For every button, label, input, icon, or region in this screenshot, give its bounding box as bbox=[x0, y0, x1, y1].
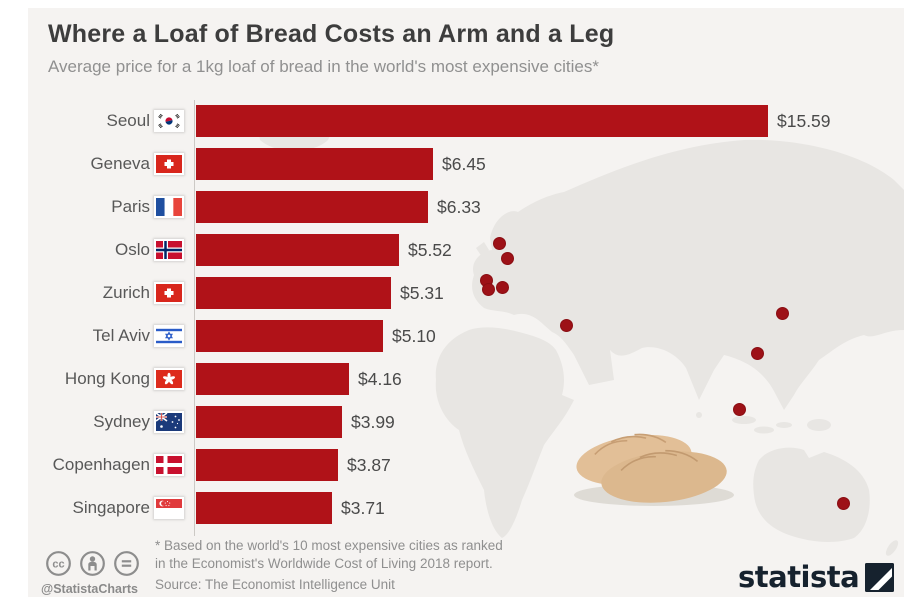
map-dot-singapore bbox=[732, 402, 746, 416]
map-dot-zurich bbox=[495, 280, 509, 294]
price-value-label: $6.45 bbox=[442, 154, 486, 174]
map-new-guinea bbox=[807, 419, 831, 431]
price-bar bbox=[196, 277, 391, 309]
price-bar bbox=[196, 363, 349, 395]
france-flag-icon bbox=[156, 198, 182, 216]
bar-row: Paris $6.33 bbox=[0, 191, 904, 223]
price-bar bbox=[196, 234, 399, 266]
price-value-label: $6.33 bbox=[437, 197, 481, 217]
map-dot-copenhagen bbox=[500, 251, 514, 265]
denmark-flag-icon bbox=[156, 456, 182, 474]
hong-kong-flag-icon bbox=[156, 370, 182, 388]
map-eurasia bbox=[472, 139, 904, 411]
norway-flag-icon bbox=[156, 241, 182, 259]
price-value-label: $5.31 bbox=[400, 283, 444, 303]
bar-row: Copenhagen $3.87 bbox=[0, 449, 904, 481]
map-dot-hong-kong bbox=[750, 346, 764, 360]
price-value-label: $3.87 bbox=[347, 455, 391, 475]
footnote: * Based on the world's 10 most expensive… bbox=[155, 537, 503, 572]
page-title: Where a Loaf of Bread Costs an Arm and a… bbox=[48, 20, 615, 48]
singapore-flag-icon bbox=[156, 499, 182, 517]
statista-logo: statista bbox=[738, 560, 895, 594]
no-derivatives-equals-icon bbox=[114, 551, 139, 576]
city-label: Singapore bbox=[72, 498, 150, 517]
city-label: Sydney bbox=[93, 412, 150, 431]
price-bar bbox=[196, 105, 768, 137]
map-philippines bbox=[790, 372, 798, 388]
page-subtitle: Average price for a 1kg loaf of bread in… bbox=[48, 57, 599, 76]
bread-loaves-illustration bbox=[574, 433, 734, 506]
map-africa bbox=[435, 327, 574, 538]
city-label: Paris bbox=[111, 197, 150, 216]
map-dot-tel-aviv bbox=[559, 318, 573, 332]
map-australia bbox=[753, 447, 870, 542]
bar-row: Hong Kong $4.16 bbox=[0, 363, 904, 395]
map-britain bbox=[476, 242, 489, 257]
svg-text:cc: cc bbox=[52, 559, 64, 571]
map-taiwan bbox=[803, 349, 809, 355]
bar-row: Oslo $5.52 bbox=[0, 234, 904, 266]
switzerland-flag-icon bbox=[156, 155, 182, 173]
australia-flag-icon bbox=[156, 413, 182, 431]
attribution-person-icon bbox=[80, 551, 105, 576]
city-label: Zurich bbox=[102, 283, 150, 302]
bar-row: Tel Aviv $5.10 bbox=[0, 320, 904, 352]
bar-row: Seoul $15.59 bbox=[0, 105, 904, 137]
price-bar bbox=[196, 492, 332, 524]
cc-icon: cc bbox=[46, 551, 71, 576]
map-dot-sydney bbox=[836, 496, 850, 510]
price-value-label: $3.99 bbox=[351, 412, 395, 432]
price-bar bbox=[196, 406, 342, 438]
south-korea-flag-icon bbox=[156, 112, 182, 130]
city-label: Hong Kong bbox=[64, 369, 150, 388]
statista-logo-text: statista bbox=[738, 560, 860, 594]
price-value-label: $5.10 bbox=[392, 326, 436, 346]
city-label: Tel Aviv bbox=[92, 326, 150, 345]
price-bar bbox=[196, 191, 428, 223]
source-line: Source: The Economist Intelligence Unit bbox=[155, 577, 395, 592]
license-icons: cc bbox=[45, 550, 140, 577]
map-indonesia bbox=[732, 416, 756, 424]
map-dot-seoul bbox=[775, 306, 789, 320]
israel-flag-icon bbox=[156, 327, 182, 345]
map-dot-oslo bbox=[492, 236, 506, 250]
map-indonesia-2 bbox=[754, 426, 774, 434]
bar-row: Geneva $6.45 bbox=[0, 148, 904, 180]
statista-charts-handle: @StatistaCharts bbox=[41, 582, 138, 596]
city-label: Copenhagen bbox=[52, 455, 150, 474]
price-value-label: $15.59 bbox=[777, 111, 831, 131]
map-dot-geneva bbox=[481, 282, 495, 296]
city-label: Geneva bbox=[90, 154, 150, 173]
price-bar bbox=[196, 320, 383, 352]
footnote-line-1: * Based on the world's 10 most expensive… bbox=[155, 538, 503, 553]
bar-row: Singapore $3.71 bbox=[0, 492, 904, 524]
footnote-line-2: in the Economist's Worldwide Cost of Liv… bbox=[155, 555, 493, 571]
map-indonesia-3 bbox=[776, 422, 792, 428]
map-sri-lanka bbox=[696, 412, 702, 418]
map-japan-north bbox=[822, 292, 830, 304]
price-value-label: $5.52 bbox=[408, 240, 452, 260]
price-bar bbox=[196, 449, 338, 481]
map-japan bbox=[812, 306, 826, 324]
chart-axis-line bbox=[194, 100, 195, 536]
switzerland-flag-icon bbox=[156, 284, 182, 302]
city-label: Oslo bbox=[115, 240, 150, 259]
bar-row: Zurich $5.31 bbox=[0, 277, 904, 309]
price-bar bbox=[196, 148, 433, 180]
world-map bbox=[259, 107, 904, 556]
city-label: Seoul bbox=[106, 111, 150, 130]
price-value-label: $3.71 bbox=[341, 498, 385, 518]
bar-row: Sydney $3.99 bbox=[0, 406, 904, 438]
statista-logo-mark-icon bbox=[865, 562, 895, 592]
price-value-label: $4.16 bbox=[358, 369, 402, 389]
map-new-zealand bbox=[885, 540, 899, 556]
